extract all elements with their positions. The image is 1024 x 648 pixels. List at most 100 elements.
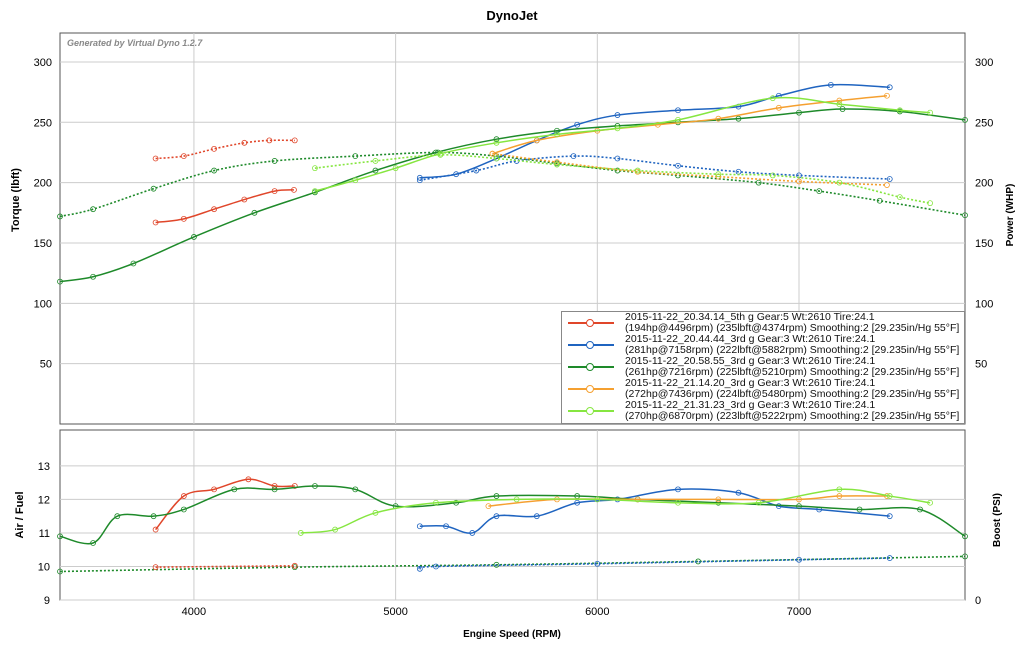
afr-marker	[675, 499, 681, 506]
x-tick-label: 5000	[383, 606, 407, 618]
torque-marker	[876, 197, 883, 204]
torque-marker	[816, 188, 823, 194]
power-marker	[291, 186, 297, 193]
afr-marker	[634, 496, 641, 503]
power-line	[492, 95, 888, 155]
y-tick-label: 100	[34, 298, 52, 310]
legend-text: 2015-11-22_20.58.55_3rd g Gear:3 Wt:2610…	[625, 356, 959, 378]
afr-marker	[271, 483, 278, 489]
power-marker	[211, 206, 217, 213]
afr-marker	[416, 523, 423, 530]
power-marker	[416, 174, 423, 181]
watermark: Generated by Virtual Dyno 1.2.7	[67, 38, 203, 48]
afr-line	[419, 488, 890, 534]
power-marker	[437, 150, 444, 157]
torque-marker	[554, 159, 560, 166]
power-marker	[493, 136, 500, 143]
legend-run-detail: (194hp@4496rpm) (235lbft@4374rpm) Smooth…	[625, 322, 960, 334]
power-marker	[796, 109, 802, 116]
power-marker	[839, 106, 846, 112]
legend: 2015-11-22_20.34.14_5th g Gear:5 Wt:2610…	[561, 311, 965, 424]
afr-marker	[485, 503, 492, 510]
afr-marker	[715, 496, 722, 503]
afr-axis-label: Air / Fuel	[14, 491, 26, 538]
afr-tick-label: 13	[38, 461, 50, 473]
afr-marker	[886, 493, 893, 499]
afr-marker	[715, 499, 722, 506]
afr-marker	[211, 486, 217, 493]
afr-marker	[836, 493, 843, 499]
torque-marker	[372, 158, 379, 164]
afr-marker	[836, 486, 843, 493]
afr-marker	[90, 540, 96, 546]
afr-tick-label: 12	[38, 494, 50, 506]
power-marker	[90, 273, 96, 280]
afr-line	[155, 478, 295, 531]
afr-marker	[332, 526, 339, 533]
legend-marker	[586, 407, 594, 415]
torque-marker	[675, 162, 681, 169]
x-tick-label: 6000	[585, 606, 609, 618]
afr-marker	[150, 513, 157, 520]
power-marker	[251, 209, 258, 216]
legend-entry: 2015-11-22_21.31.23_3rd g Gear:3 Wt:2610…	[562, 400, 964, 422]
torque-line	[314, 154, 931, 204]
y2-tick-label: 200	[975, 178, 993, 190]
torque-marker	[884, 182, 890, 188]
y-tick-label: 300	[34, 57, 52, 69]
legend-text: 2015-11-22_20.44.44_3rd g Gear:3 Wt:2610…	[625, 334, 959, 356]
legend-run-name: 2015-11-22_20.34.14_5th g Gear:5 Wt:2610…	[625, 311, 875, 323]
legend-text: 2015-11-22_21.31.23_3rd g Gear:3 Wt:2610…	[625, 400, 959, 422]
legend-run-detail: (272hp@7436rpm) (224lbft@5480rpm) Smooth…	[625, 388, 960, 400]
torque-marker	[211, 167, 217, 174]
torque-marker	[57, 213, 63, 220]
afr-marker	[271, 486, 278, 493]
torque-marker	[150, 185, 157, 192]
legend-run-detail: (281hp@7158rpm) (222lbft@5882rpm) Smooth…	[625, 344, 960, 356]
legend-run-detail: (261hp@7216rpm) (225lbft@5210rpm) Smooth…	[625, 366, 960, 378]
legend-entry: 2015-11-22_20.44.44_3rd g Gear:3 Wt:2610…	[562, 334, 964, 356]
boost-marker	[57, 568, 63, 575]
afr-marker	[180, 506, 187, 513]
legend-run-name: 2015-11-22_21.14.20_3rd g Gear:3 Wt:2610…	[625, 377, 876, 389]
legend-text: 2015-11-22_20.34.14_5th g Gear:5 Wt:2610…	[625, 312, 959, 334]
power-marker	[886, 84, 893, 91]
y2-axis-label: Power (WHP)	[1005, 184, 1016, 247]
torque-marker	[90, 206, 96, 213]
torque-marker	[266, 137, 273, 144]
boost-marker	[796, 556, 802, 563]
power-marker	[574, 121, 581, 128]
power-line	[419, 83, 890, 179]
afr-tick-label: 10	[38, 561, 50, 573]
boost-marker	[962, 553, 968, 560]
power-marker	[493, 139, 500, 146]
power-marker	[554, 127, 560, 134]
torque-marker	[634, 167, 641, 174]
afr-marker	[917, 506, 923, 513]
afr-marker	[533, 513, 540, 520]
power-marker	[453, 171, 460, 178]
afr-marker	[180, 493, 187, 499]
afr-tick-label: 9	[44, 595, 50, 607]
power-marker	[180, 215, 187, 222]
power-marker	[191, 234, 197, 240]
y2-tick-label: 250	[975, 117, 993, 129]
power-marker	[775, 104, 782, 111]
afr-marker	[962, 533, 968, 540]
boost-marker	[416, 565, 423, 572]
boost-marker	[291, 562, 298, 569]
afr-tick-label: 11	[39, 528, 50, 540]
power-marker	[827, 81, 834, 88]
power-marker	[392, 165, 399, 172]
legend-entry: 2015-11-22_20.34.14_5th g Gear:5 Wt:2610…	[562, 312, 964, 334]
afr-marker	[245, 476, 252, 483]
y-axis-label: Torque (lbft)	[10, 168, 22, 232]
power-marker	[130, 260, 137, 267]
legend-marker	[586, 385, 594, 393]
torque-marker	[352, 153, 359, 159]
afr-marker	[513, 496, 520, 503]
power-marker	[675, 107, 681, 114]
x-tick-label: 7000	[787, 606, 811, 618]
torque-marker	[796, 178, 802, 185]
